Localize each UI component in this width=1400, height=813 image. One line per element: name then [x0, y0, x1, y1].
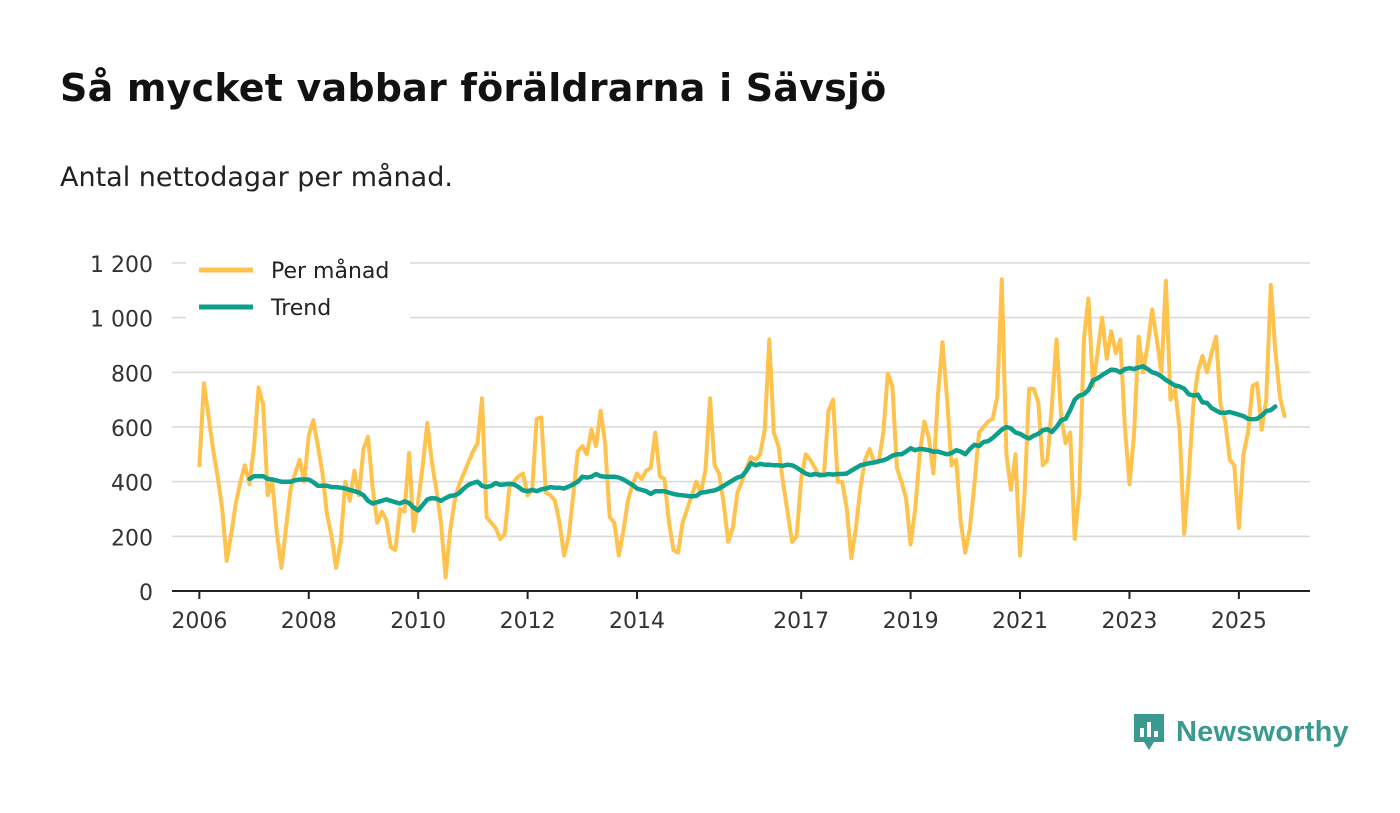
y-axis: 0 200 400 600 800 1 000 1 200 — [90, 253, 153, 606]
x-tick-label: 2012 — [500, 609, 556, 634]
x-tick-label: 2017 — [773, 609, 829, 634]
y-tick-label: 600 — [111, 417, 153, 442]
y-tick-label: 0 — [139, 581, 153, 606]
legend-label: Per månad — [271, 258, 389, 284]
y-tick-label: 1 000 — [90, 308, 153, 333]
x-tick-label: 2019 — [883, 609, 939, 634]
newsworthy-logo: Newsworthy — [1132, 712, 1349, 752]
x-tick-label: 2008 — [281, 609, 337, 634]
x-tick-label: 2010 — [390, 609, 446, 634]
series-lines — [197, 277, 1287, 580]
newsworthy-logo-text: Newsworthy — [1176, 715, 1349, 748]
legend: Per månad Trend — [186, 249, 410, 321]
y-tick-label: 400 — [111, 472, 153, 497]
series-line-trend — [247, 364, 1278, 513]
x-tick-label: 2023 — [1101, 609, 1157, 634]
x-axis: 2006 2008 2010 2012 2014 2017 2019 2021 2023 2025 — [171, 590, 1310, 634]
x-tick-label: 2021 — [992, 609, 1048, 634]
x-tick-label: 2014 — [609, 609, 665, 634]
y-tick-label: 800 — [111, 362, 153, 387]
y-tick-label: 200 — [111, 526, 153, 551]
series-line-per-manad — [197, 277, 1287, 580]
y-tick-label: 1 200 — [90, 253, 153, 278]
chart-subtitle: Antal nettodagar per månad. — [60, 162, 453, 193]
x-tick-label: 2006 — [171, 609, 227, 634]
chart-title: Så mycket vabbar föräldrarna i Sävsjö — [60, 66, 887, 110]
newsworthy-logo-icon — [1134, 714, 1164, 750]
x-tick-label: 2025 — [1211, 609, 1267, 634]
legend-label: Trend — [270, 296, 331, 321]
